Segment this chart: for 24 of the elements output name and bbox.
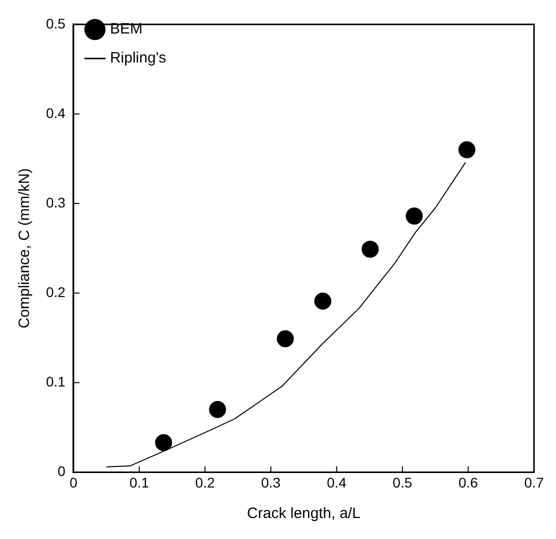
x-tick-label: 0.4 bbox=[326, 474, 347, 490]
y-tick-label: 0 bbox=[58, 463, 66, 480]
point bbox=[406, 208, 423, 225]
legend-label: Ripling's bbox=[110, 50, 166, 67]
point bbox=[458, 141, 476, 158]
y-tick-label: 0.2 bbox=[46, 284, 66, 300]
y-tick-label: 0.1 bbox=[46, 374, 66, 390]
x-tick-label: 0.6 bbox=[458, 474, 478, 490]
point bbox=[362, 240, 379, 258]
point bbox=[276, 330, 294, 348]
x-tick-label: 0 bbox=[70, 474, 78, 490]
x-axis-title: Crack length, a/L bbox=[247, 505, 360, 522]
point bbox=[155, 434, 172, 452]
x-tick-label: 0.5 bbox=[392, 474, 412, 490]
x-tick-label: 0.7 bbox=[524, 474, 544, 490]
y-tick-label: 0.4 bbox=[46, 104, 66, 121]
x-tick-label: 0.2 bbox=[195, 474, 215, 490]
point bbox=[209, 401, 226, 418]
x-tick-label: 0.1 bbox=[130, 474, 150, 490]
y-tick-label: 0.5 bbox=[46, 15, 66, 32]
point bbox=[314, 292, 332, 310]
x-tick-label: 0.3 bbox=[261, 474, 281, 490]
y-axis-title: Compliance, C (mm/kN) bbox=[16, 168, 34, 328]
y-tick-label: 0.3 bbox=[46, 194, 66, 210]
